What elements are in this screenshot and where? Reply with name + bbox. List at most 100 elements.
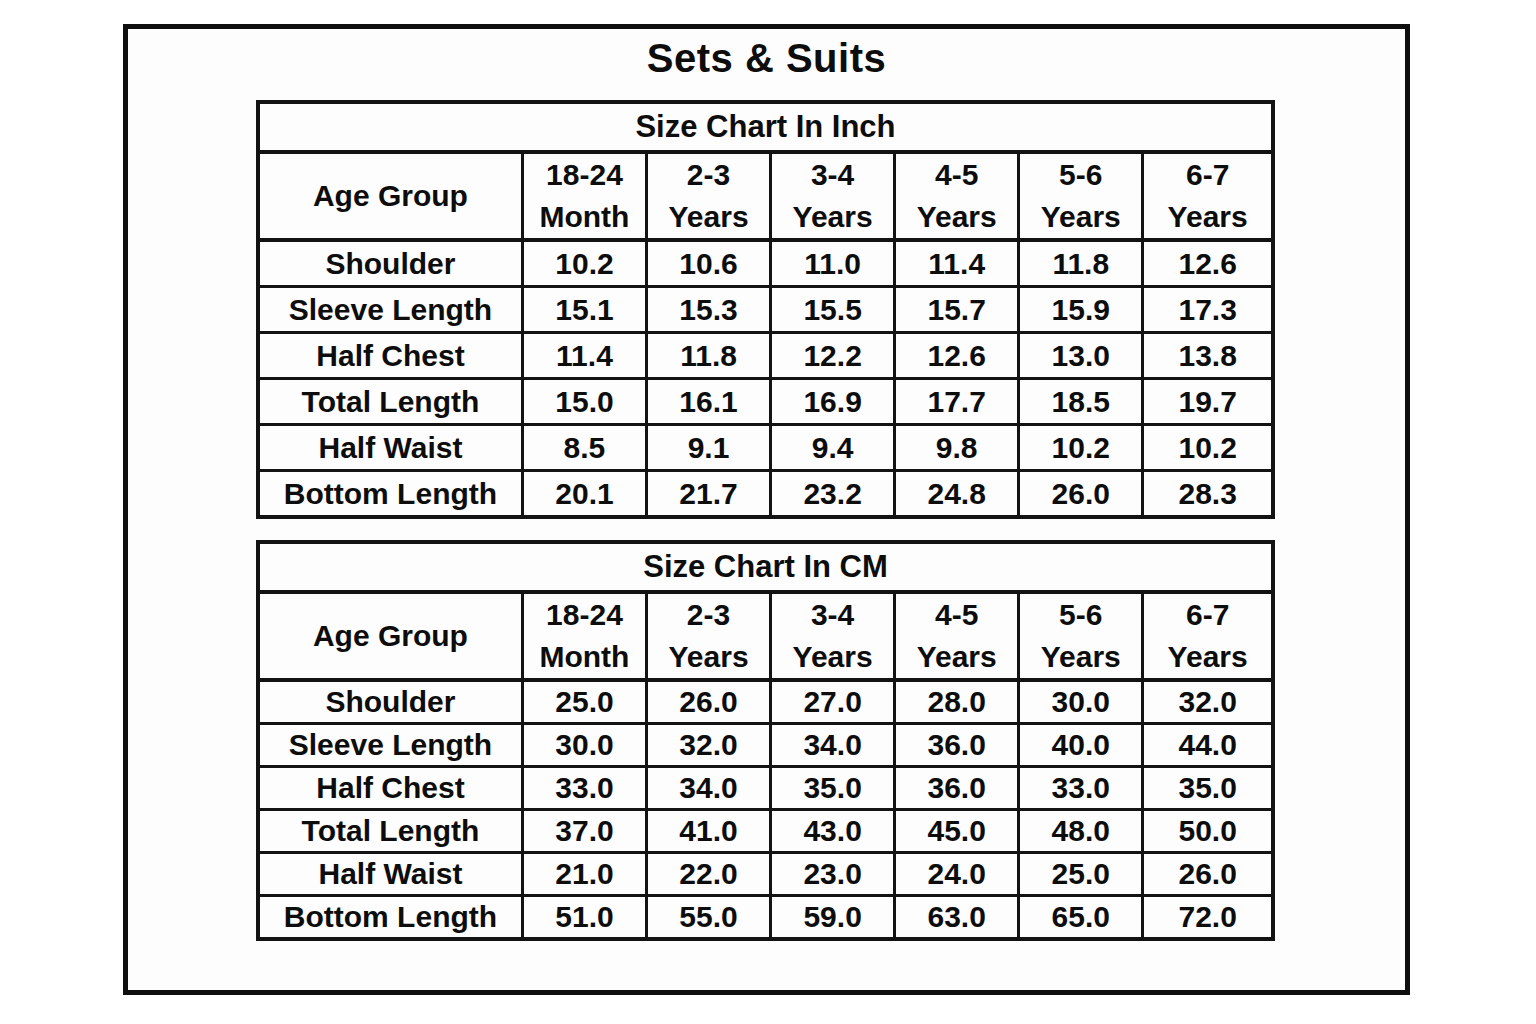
table-row-half-chest: Half Chest 11.4 11.8 12.2 12.6 13.0 13.8 <box>258 333 1273 379</box>
col-header-line1: 18-24 <box>524 154 645 196</box>
cell: 8.5 <box>522 425 646 471</box>
table-row-shoulder: Shoulder 25.0 26.0 27.0 28.0 30.0 32.0 <box>258 680 1273 724</box>
cell: 26.0 <box>1143 853 1273 896</box>
col-header-3-4-years: 3-4Years <box>771 152 895 240</box>
table-row-total-length: Total Length 37.0 41.0 43.0 45.0 48.0 50… <box>258 810 1273 853</box>
row-label: Half Chest <box>258 333 522 379</box>
col-header-line2: Years <box>1144 636 1271 678</box>
cell: 33.0 <box>522 767 646 810</box>
page-title: Sets & Suits <box>123 36 1410 81</box>
cell: 34.0 <box>647 767 771 810</box>
col-header-5-6-years: 5-6Years <box>1019 592 1143 680</box>
cell: 17.3 <box>1143 287 1273 333</box>
col-header-2-3-years: 2-3Years <box>647 152 771 240</box>
cell: 35.0 <box>771 767 895 810</box>
cell: 11.8 <box>1019 240 1143 287</box>
size-chart-inch-table: Size Chart In Inch Age Group 18-24Month … <box>256 100 1275 519</box>
table-header-row: Age Group 18-24Month 2-3Years 3-4Years 4… <box>258 592 1273 680</box>
cell: 21.0 <box>522 853 646 896</box>
col-header-line2: Years <box>1144 196 1271 238</box>
col-header-2-3-years: 2-3Years <box>647 592 771 680</box>
cell: 40.0 <box>1019 724 1143 767</box>
cell: 48.0 <box>1019 810 1143 853</box>
row-label: Bottom Length <box>258 896 522 940</box>
cell: 21.7 <box>647 471 771 518</box>
cell: 34.0 <box>771 724 895 767</box>
cell: 15.5 <box>771 287 895 333</box>
row-label: Total Length <box>258 810 522 853</box>
cell: 32.0 <box>647 724 771 767</box>
row-label: Half Chest <box>258 767 522 810</box>
cell: 59.0 <box>771 896 895 940</box>
table-header-row: Age Group 18-24Month 2-3Years 3-4Years 4… <box>258 152 1273 240</box>
cell: 27.0 <box>771 680 895 724</box>
cell: 51.0 <box>522 896 646 940</box>
cell: 23.0 <box>771 853 895 896</box>
row-label: Sleeve Length <box>258 724 522 767</box>
col-header-line2: Years <box>896 196 1017 238</box>
col-header-line2: Month <box>524 196 645 238</box>
col-header-line2: Years <box>896 636 1017 678</box>
cell: 11.4 <box>522 333 646 379</box>
table-row-shoulder: Shoulder 10.2 10.6 11.0 11.4 11.8 12.6 <box>258 240 1273 287</box>
cell: 25.0 <box>522 680 646 724</box>
cell: 30.0 <box>1019 680 1143 724</box>
age-group-header: Age Group <box>258 152 522 240</box>
row-label: Half Waist <box>258 853 522 896</box>
col-header-4-5-years: 4-5Years <box>895 152 1019 240</box>
col-header-6-7-years: 6-7Years <box>1143 152 1273 240</box>
cell: 19.7 <box>1143 379 1273 425</box>
cell: 13.0 <box>1019 333 1143 379</box>
col-header-18-24-month: 18-24Month <box>522 592 646 680</box>
cell: 33.0 <box>1019 767 1143 810</box>
col-header-line1: 5-6 <box>1020 154 1141 196</box>
cell: 9.8 <box>895 425 1019 471</box>
table-title: Size Chart In Inch <box>258 102 1273 152</box>
col-header-5-6-years: 5-6Years <box>1019 152 1143 240</box>
cell: 11.0 <box>771 240 895 287</box>
col-header-line2: Years <box>1020 196 1141 238</box>
table-row-half-chest: Half Chest 33.0 34.0 35.0 36.0 33.0 35.0 <box>258 767 1273 810</box>
col-header-line1: 6-7 <box>1144 594 1271 636</box>
row-label: Shoulder <box>258 240 522 287</box>
cell: 10.2 <box>522 240 646 287</box>
cell: 22.0 <box>647 853 771 896</box>
row-label: Shoulder <box>258 680 522 724</box>
cell: 36.0 <box>895 724 1019 767</box>
col-header-line1: 5-6 <box>1020 594 1141 636</box>
col-header-line2: Years <box>648 196 769 238</box>
col-header-line1: 6-7 <box>1144 154 1271 196</box>
table-row-bottom-length: Bottom Length 51.0 55.0 59.0 63.0 65.0 7… <box>258 896 1273 940</box>
col-header-4-5-years: 4-5Years <box>895 592 1019 680</box>
row-label: Bottom Length <box>258 471 522 518</box>
row-label: Sleeve Length <box>258 287 522 333</box>
cell: 41.0 <box>647 810 771 853</box>
cell: 24.8 <box>895 471 1019 518</box>
cell: 10.2 <box>1143 425 1273 471</box>
cell: 16.9 <box>771 379 895 425</box>
cell: 65.0 <box>1019 896 1143 940</box>
cell: 72.0 <box>1143 896 1273 940</box>
size-chart-cm-table: Size Chart In CM Age Group 18-24Month 2-… <box>256 540 1275 941</box>
cell: 43.0 <box>771 810 895 853</box>
col-header-line2: Years <box>772 636 893 678</box>
col-header-line1: 4-5 <box>896 594 1017 636</box>
col-header-line1: 3-4 <box>772 594 893 636</box>
cell: 55.0 <box>647 896 771 940</box>
row-label: Total Length <box>258 379 522 425</box>
col-header-line1: 4-5 <box>896 154 1017 196</box>
cell: 63.0 <box>895 896 1019 940</box>
cell: 13.8 <box>1143 333 1273 379</box>
cell: 26.0 <box>647 680 771 724</box>
cell: 12.6 <box>895 333 1019 379</box>
cell: 44.0 <box>1143 724 1273 767</box>
cell: 45.0 <box>895 810 1019 853</box>
col-header-line1: 18-24 <box>524 594 645 636</box>
cell: 11.8 <box>647 333 771 379</box>
table-row-bottom-length: Bottom Length 20.1 21.7 23.2 24.8 26.0 2… <box>258 471 1273 518</box>
cell: 12.2 <box>771 333 895 379</box>
table-row-total-length: Total Length 15.0 16.1 16.9 17.7 18.5 19… <box>258 379 1273 425</box>
col-header-18-24-month: 18-24Month <box>522 152 646 240</box>
table-title: Size Chart In CM <box>258 542 1273 592</box>
cell: 11.4 <box>895 240 1019 287</box>
